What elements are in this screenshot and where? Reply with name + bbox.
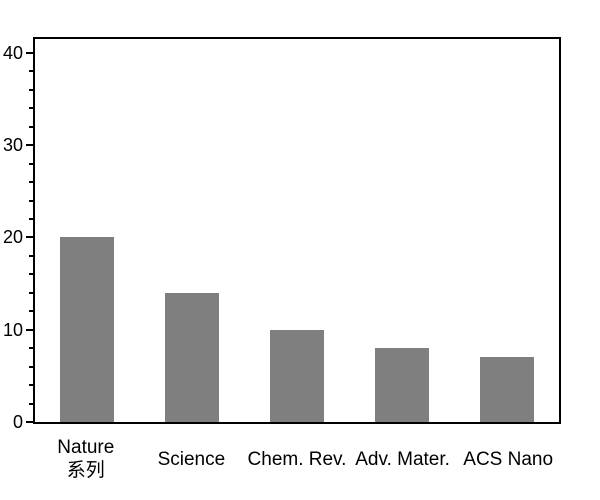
x-category-label-line: ACS Nano xyxy=(463,448,554,470)
x-axis-labels: Nature 系列 Science Chem. Rev. Adv. Mater. ACS … xyxy=(33,426,561,492)
y-tick-label: 0 xyxy=(12,412,23,432)
y-minor-tick xyxy=(29,107,33,110)
y-minor-tick xyxy=(29,273,33,276)
y-minor-tick xyxy=(29,88,33,91)
y-tick-label: 40 xyxy=(2,42,23,63)
y-minor-tick xyxy=(29,310,33,313)
y-minor-tick xyxy=(29,365,33,368)
x-category-label-line: Chem. Rev. xyxy=(247,448,347,470)
y-major-tick xyxy=(26,144,33,147)
y-minor-tick xyxy=(29,347,33,350)
y-minor-tick xyxy=(29,181,33,184)
y-major-tick xyxy=(26,421,33,423)
y-major-tick xyxy=(26,328,33,331)
x-category-label: Nature 系列 xyxy=(33,426,139,492)
y-major-tick xyxy=(26,51,33,54)
y-major-tick xyxy=(26,236,33,239)
y-minor-tick xyxy=(29,217,33,220)
bar-1 xyxy=(60,237,115,422)
y-minor-tick xyxy=(29,125,33,128)
y-minor-tick xyxy=(29,402,33,405)
y-tick-label: 20 xyxy=(2,227,23,248)
y-minor-tick xyxy=(29,199,33,202)
bar-4 xyxy=(374,348,429,422)
y-minor-tick xyxy=(29,254,33,257)
x-category-label: ACS Nano xyxy=(455,426,561,492)
x-category-label-line: Nature xyxy=(57,437,115,458)
x-category-label-line: Adv. Mater. xyxy=(355,448,450,470)
x-category-label: Chem. Rev. xyxy=(244,426,350,492)
y-minor-tick xyxy=(29,291,33,294)
bar-2 xyxy=(165,292,220,422)
y-minor-tick xyxy=(29,384,33,387)
y-minor-tick xyxy=(29,162,33,165)
bar-3 xyxy=(270,329,324,422)
y-minor-tick xyxy=(29,70,33,73)
x-category-label-line: Science xyxy=(157,448,226,470)
y-tick-label: 30 xyxy=(2,135,23,156)
x-category-label: Adv. Mater. xyxy=(350,426,456,492)
x-category-label: Science xyxy=(139,426,245,492)
bar-5 xyxy=(479,357,534,422)
x-category-label-line: 系列 xyxy=(66,460,105,481)
plot-area: 0 10 20 30 40 xyxy=(3,37,561,432)
y-tick-label: 10 xyxy=(2,319,23,340)
